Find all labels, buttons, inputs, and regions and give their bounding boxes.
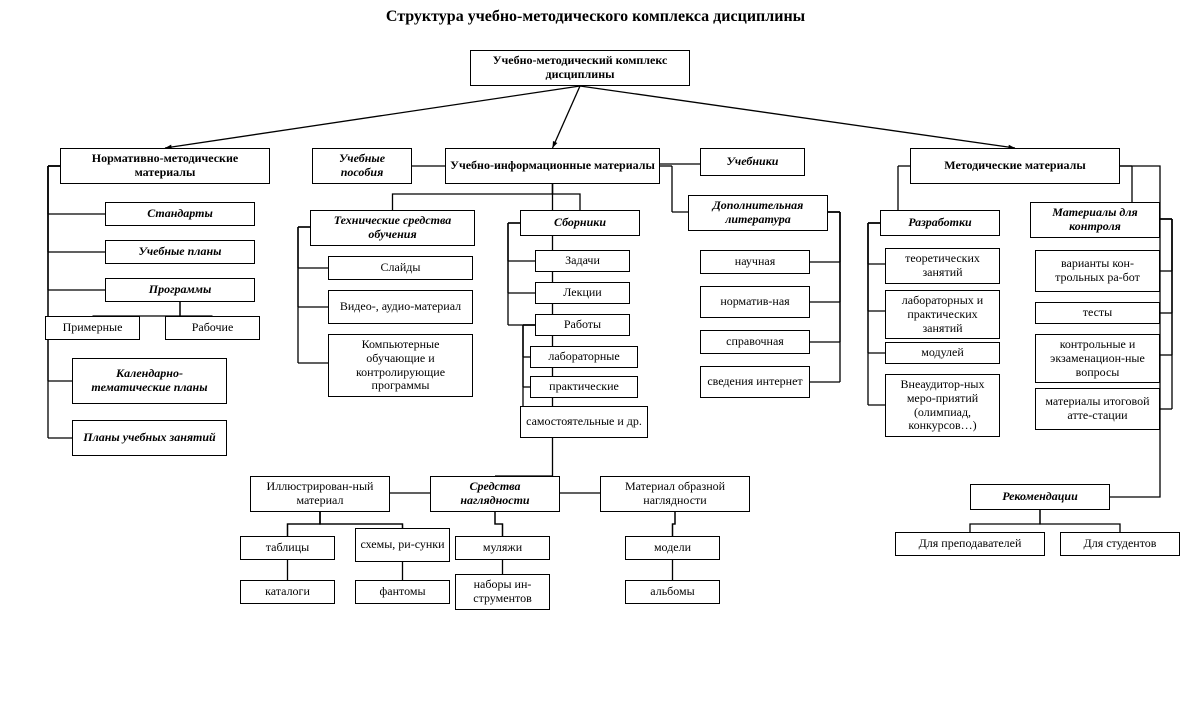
node-raz_lp: лабораторных и практических занятий bbox=[885, 290, 1000, 339]
node-nm_prog: Программы bbox=[105, 278, 255, 302]
node-L1a: Нормативно-методические материалы bbox=[60, 148, 270, 184]
node-sb_r: Работы bbox=[535, 314, 630, 336]
node-mm_mk: Материалы для контроля bbox=[1030, 202, 1160, 238]
node-mk_ke: контрольные и экзаменацион-ные вопросы bbox=[1035, 334, 1160, 383]
node-rec_p: Для преподавателей bbox=[895, 532, 1045, 556]
node-ui_tso: Технические средства обучения bbox=[310, 210, 475, 246]
node-dop_no: норматив-ная bbox=[700, 286, 810, 318]
node-mon_alb: альбомы bbox=[625, 580, 720, 604]
node-mk_t: тесты bbox=[1035, 302, 1160, 324]
node-L1d: Методические материалы bbox=[910, 148, 1120, 184]
node-raz_vn: Внеаудитор-ных меро-приятий (олимпиад, к… bbox=[885, 374, 1000, 437]
node-nm_std: Стандарты bbox=[105, 202, 255, 226]
node-L1c: Учебно-информационные материалы bbox=[445, 148, 660, 184]
node-sn_nab: наборы ин-струментов bbox=[455, 574, 550, 610]
node-dop_int: сведения интернет bbox=[700, 366, 810, 398]
node-sb_pr: практические bbox=[530, 376, 638, 398]
node-ui_sb: Сборники bbox=[520, 210, 640, 236]
node-dop_sp: справочная bbox=[700, 330, 810, 354]
node-il_kat: каталоги bbox=[240, 580, 335, 604]
node-dop_n: научная bbox=[700, 250, 810, 274]
node-il_f: фантомы bbox=[355, 580, 450, 604]
node-nm_pr2: Рабочие bbox=[165, 316, 260, 340]
node-rec: Рекомендации bbox=[970, 484, 1110, 510]
node-tso_sl: Слайды bbox=[328, 256, 473, 280]
diagram-title: Структура учебно-методического комплекса… bbox=[0, 8, 1191, 26]
node-il_tab: таблицы bbox=[240, 536, 335, 560]
node-sn_mul: муляжи bbox=[455, 536, 550, 560]
node-sb_z: Задачи bbox=[535, 250, 630, 272]
node-rec_s: Для студентов bbox=[1060, 532, 1180, 556]
node-L1b_pos: Учебные пособия bbox=[312, 148, 412, 184]
node-sn_mon: Материал образной наглядности bbox=[600, 476, 750, 512]
node-sn_il: Иллюстрирован-ный материал bbox=[250, 476, 390, 512]
node-sn: Средства наглядности bbox=[430, 476, 560, 512]
node-root: Учебно-методический комплекс дисциплины bbox=[470, 50, 690, 86]
node-mk_ia: материалы итоговой атте-стации bbox=[1035, 388, 1160, 430]
node-sb_lab: лабораторные bbox=[530, 346, 638, 368]
node-mm_raz: Разработки bbox=[880, 210, 1000, 236]
node-sb_sam: самостоятельные и др. bbox=[520, 406, 648, 438]
node-raz_t: теоретических занятий bbox=[885, 248, 1000, 284]
node-tso_kp: Компьютерные обучающие и контролирующие … bbox=[328, 334, 473, 397]
node-nm_up: Учебные планы bbox=[105, 240, 255, 264]
node-tso_va: Видео-, аудио-материал bbox=[328, 290, 473, 324]
node-nm_puz: Планы учебных занятий bbox=[72, 420, 227, 456]
node-raz_m: модулей bbox=[885, 342, 1000, 364]
node-il_sr: схемы, ри-сунки bbox=[355, 528, 450, 562]
node-nm_ktp: Календарно-тематические планы bbox=[72, 358, 227, 404]
node-ui_dop: Дополнительная литература bbox=[688, 195, 828, 231]
node-L1b_uch: Учебники bbox=[700, 148, 805, 176]
node-mon_mod: модели bbox=[625, 536, 720, 560]
node-sb_l: Лекции bbox=[535, 282, 630, 304]
node-nm_pr1: Примерные bbox=[45, 316, 140, 340]
node-mk_vk: варианты кон-трольных ра-бот bbox=[1035, 250, 1160, 292]
